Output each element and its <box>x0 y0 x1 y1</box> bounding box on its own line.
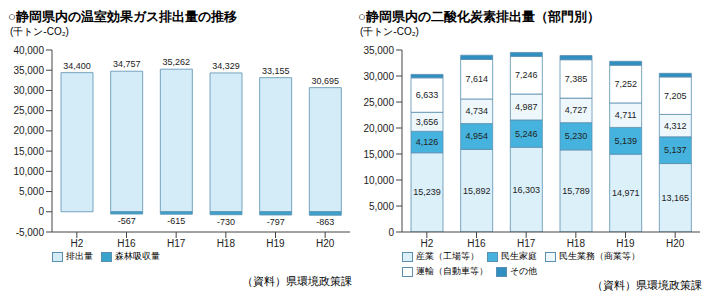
svg-text:-797: -797 <box>267 217 285 227</box>
svg-text:7,246: 7,246 <box>515 70 538 80</box>
svg-text:7,205: 7,205 <box>664 91 687 101</box>
svg-text:H20: H20 <box>666 238 685 249</box>
svg-text:5,000: 5,000 <box>19 186 44 197</box>
svg-text:4,987: 4,987 <box>515 102 538 112</box>
html-text:○静岡県内の二酸化炭素排出量（部門別）: ○静岡県内の二酸化炭素排出量（部門別） <box>358 9 600 24</box>
svg-text:15,000: 15,000 <box>13 146 44 157</box>
svg-text:H20: H20 <box>316 238 335 249</box>
svg-text:7,385: 7,385 <box>565 74 588 84</box>
svg-text:H2: H2 <box>420 238 433 249</box>
svg-text:4,727: 4,727 <box>565 105 588 115</box>
svg-text:15,892: 15,892 <box>463 186 491 196</box>
svg-text:H19: H19 <box>616 238 635 249</box>
html-text:（資料）県環境政策課: （資料）県環境政策課 <box>592 279 702 291</box>
html-text:(千トン-CO₂): (千トン-CO₂) <box>360 26 419 37</box>
svg-text:15,789: 15,789 <box>562 186 590 196</box>
svg-text:35,262: 35,262 <box>163 57 191 67</box>
svg-text:6,633: 6,633 <box>416 90 439 100</box>
svg-text:16,303: 16,303 <box>513 185 541 195</box>
html-text:森林吸収量: 森林吸収量 <box>115 251 160 261</box>
svg-text:34,757: 34,757 <box>113 59 141 69</box>
svg-text:3,656: 3,656 <box>416 117 439 127</box>
svg-text:H16: H16 <box>467 238 486 249</box>
svg-text:30,695: 30,695 <box>312 76 340 86</box>
svg-text:H18: H18 <box>567 238 586 249</box>
svg-text:20,000: 20,000 <box>13 125 44 136</box>
svg-text:-5,000: -5,000 <box>16 227 45 238</box>
svg-text:25,000: 25,000 <box>363 97 394 108</box>
svg-text:15,239: 15,239 <box>413 187 441 197</box>
html-text:(千トン-CO₂): (千トン-CO₂) <box>10 26 69 37</box>
svg-text:0: 0 <box>38 206 44 217</box>
html-text:（資料）県環境政策課: （資料）県環境政策課 <box>242 275 352 287</box>
svg-text:30,000: 30,000 <box>363 71 394 82</box>
svg-text:7,252: 7,252 <box>614 79 637 89</box>
svg-text:34,329: 34,329 <box>212 61 240 71</box>
svg-text:H17: H17 <box>517 238 536 249</box>
svg-text:4,126: 4,126 <box>416 137 439 147</box>
svg-text:-615: -615 <box>167 216 185 226</box>
html-text:民生家庭: 民生家庭 <box>501 251 537 261</box>
svg-text:4,312: 4,312 <box>664 121 687 131</box>
svg-text:25,000: 25,000 <box>13 105 44 116</box>
svg-text:35,000: 35,000 <box>363 45 394 56</box>
svg-text:10,000: 10,000 <box>13 166 44 177</box>
svg-text:14,971: 14,971 <box>612 188 640 198</box>
svg-text:35,000: 35,000 <box>13 65 44 76</box>
svg-text:30,000: 30,000 <box>13 85 44 96</box>
svg-text:H16: H16 <box>117 238 136 249</box>
svg-text:20,000: 20,000 <box>363 123 394 134</box>
svg-text:34,400: 34,400 <box>63 61 91 71</box>
svg-text:5,139: 5,139 <box>614 136 637 146</box>
svg-text:-567: -567 <box>118 216 136 226</box>
html-text:運輸（自動車等）: 運輸（自動車等） <box>416 266 488 276</box>
svg-text:7,614: 7,614 <box>465 74 488 84</box>
html-text:排出量: 排出量 <box>66 251 93 261</box>
svg-text:-730: -730 <box>217 217 235 227</box>
svg-text:5,000: 5,000 <box>369 201 394 212</box>
svg-text:-863: -863 <box>316 217 334 227</box>
html-text:民生業務（商業等）: 民生業務（商業等） <box>559 251 640 261</box>
svg-text:H17: H17 <box>167 238 186 249</box>
html-text:産業（工場等）: 産業（工場等） <box>416 251 479 261</box>
svg-text:4,954: 4,954 <box>465 131 488 141</box>
svg-text:40,000: 40,000 <box>13 45 44 56</box>
svg-text:0: 0 <box>388 227 394 238</box>
svg-text:H18: H18 <box>217 238 236 249</box>
svg-text:10,000: 10,000 <box>363 175 394 186</box>
svg-text:5,230: 5,230 <box>565 131 588 141</box>
svg-text:H2: H2 <box>70 238 83 249</box>
svg-text:5,246: 5,246 <box>515 129 538 139</box>
svg-text:4,711: 4,711 <box>615 110 637 120</box>
svg-text:4,734: 4,734 <box>465 106 488 116</box>
svg-text:H19: H19 <box>266 238 285 249</box>
svg-text:5,137: 5,137 <box>664 145 687 155</box>
html-text:○静岡県内の温室効果ガス排出量の推移: ○静岡県内の温室効果ガス排出量の推移 <box>8 9 237 24</box>
svg-text:33,155: 33,155 <box>262 66 290 76</box>
html-text:その他: その他 <box>510 266 537 276</box>
svg-text:13,165: 13,165 <box>662 193 690 203</box>
svg-text:15,000: 15,000 <box>363 149 394 160</box>
